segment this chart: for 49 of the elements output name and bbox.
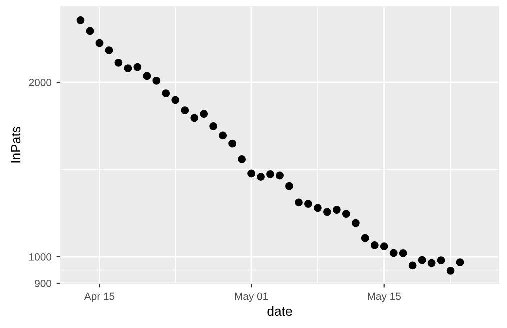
point	[304, 200, 312, 208]
x-tick-label: May 01	[235, 292, 268, 302]
point	[266, 170, 274, 178]
point	[210, 122, 218, 130]
point	[342, 210, 350, 218]
point	[86, 27, 94, 36]
point	[456, 258, 464, 267]
point	[105, 46, 114, 54]
point	[418, 256, 426, 264]
point	[314, 204, 322, 212]
point	[257, 173, 265, 181]
y-axis-title: InPats	[11, 127, 21, 163]
point	[181, 106, 190, 115]
point	[380, 242, 388, 251]
point	[124, 64, 132, 73]
point	[76, 16, 85, 24]
point	[162, 90, 170, 98]
point	[96, 39, 104, 48]
point	[361, 234, 370, 242]
point	[399, 250, 408, 258]
point	[200, 110, 208, 118]
x-axis-title: date	[268, 306, 292, 316]
point	[437, 256, 446, 264]
point	[238, 156, 246, 164]
point	[408, 262, 417, 270]
y-tick-label: 900	[35, 280, 52, 288]
point	[446, 267, 455, 275]
x-tick-label: Apr 15	[84, 292, 115, 302]
y-tick-label: 2000	[29, 79, 52, 86]
point	[143, 72, 152, 80]
point	[352, 219, 360, 228]
point	[286, 182, 294, 190]
point	[190, 114, 199, 122]
point	[276, 172, 284, 180]
point	[295, 198, 303, 207]
point	[228, 140, 237, 148]
point	[219, 132, 228, 140]
point	[172, 96, 180, 104]
y-tick-label: 1000	[30, 253, 52, 261]
point	[390, 249, 398, 258]
point	[114, 58, 123, 67]
point	[370, 241, 379, 250]
point	[152, 76, 161, 85]
point	[332, 206, 341, 214]
point	[248, 170, 256, 178]
point	[323, 208, 332, 216]
point	[428, 259, 436, 268]
point	[134, 63, 142, 72]
x-tick-label: May 15	[368, 292, 402, 302]
